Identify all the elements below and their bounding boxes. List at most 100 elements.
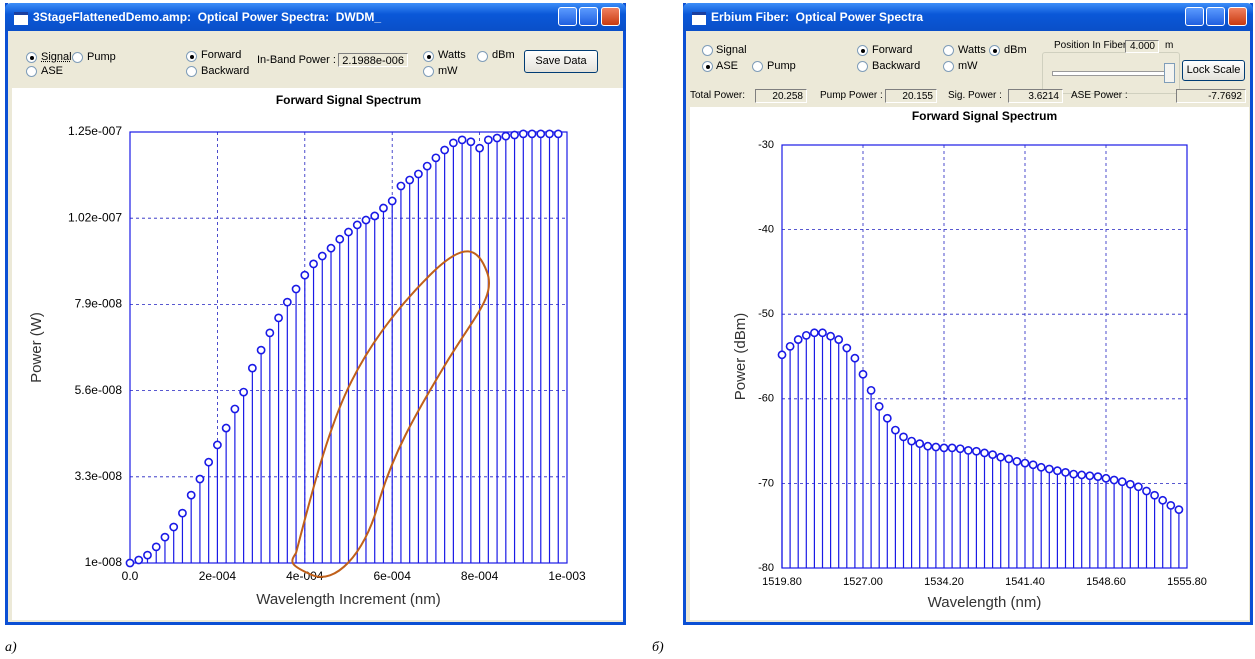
radio-label[interactable]: ASE	[41, 65, 64, 77]
radio[interactable]	[702, 61, 713, 72]
stem-marker	[1044, 464, 1054, 474]
stem	[1134, 482, 1143, 568]
close[interactable]	[1228, 7, 1247, 26]
field-value: 4.000	[1125, 40, 1159, 53]
slider-thumb[interactable]	[1164, 63, 1175, 83]
stem	[352, 220, 362, 563]
minimize[interactable]	[558, 7, 577, 26]
stem	[545, 129, 554, 563]
stem	[955, 444, 965, 568]
stem-marker	[842, 343, 852, 353]
stem	[501, 131, 511, 563]
radio[interactable]	[752, 61, 763, 72]
stem	[891, 425, 900, 568]
radio-label[interactable]: ASE	[716, 60, 739, 72]
stem	[291, 284, 301, 563]
stem	[518, 129, 528, 563]
minimize[interactable]	[1185, 7, 1204, 26]
stem	[274, 313, 283, 563]
radio-label[interactable]: dBm	[492, 49, 515, 61]
stem-marker	[195, 474, 205, 484]
stem	[842, 343, 852, 568]
stem	[1044, 464, 1054, 568]
stem-marker	[939, 443, 949, 453]
radio[interactable]	[423, 66, 434, 77]
y-tick-label: -80	[758, 562, 774, 574]
stem-marker	[1125, 479, 1135, 489]
radio[interactable]	[702, 45, 713, 56]
stem-marker	[1004, 454, 1014, 464]
button[interactable]: Lock Scale	[1182, 60, 1245, 81]
radio-label[interactable]: mW	[438, 65, 458, 77]
y-tick-label: 5.6e-008	[75, 383, 123, 397]
chart-title: Forward Signal Spectrum	[912, 109, 1057, 123]
stem-marker	[955, 444, 965, 454]
stem	[309, 259, 318, 563]
stem	[143, 550, 152, 563]
y-tick-label: 7.9e-008	[75, 297, 123, 311]
radio-label[interactable]: Pump	[767, 60, 796, 72]
stem-marker	[1150, 490, 1159, 500]
stem-marker	[988, 450, 997, 460]
stem	[1085, 471, 1095, 568]
stem-marker	[361, 215, 371, 225]
radio[interactable]	[26, 52, 37, 63]
radio[interactable]	[423, 51, 434, 62]
stem-marker	[1028, 460, 1038, 470]
radio-label[interactable]: Signal	[41, 51, 72, 63]
stem	[1020, 458, 1030, 568]
stem	[466, 137, 476, 563]
radio[interactable]	[26, 66, 37, 77]
radio-label[interactable]: Watts	[958, 44, 986, 56]
radio-label[interactable]: Backward	[872, 60, 921, 72]
stem-marker	[1093, 472, 1103, 482]
radio[interactable]	[857, 45, 868, 56]
stem	[866, 385, 876, 568]
stem	[858, 369, 868, 568]
field-label: Position In Fiber:	[1054, 40, 1130, 51]
stem-marker	[834, 335, 844, 344]
button[interactable]: Save Data	[524, 50, 598, 73]
radio-label[interactable]: mW	[958, 60, 978, 72]
radio[interactable]	[989, 45, 1000, 56]
y-tick-label: 1.25e-007	[68, 124, 122, 138]
stem	[361, 215, 371, 563]
maximize[interactable]	[1206, 7, 1225, 26]
x-tick-label: 1534.20	[924, 576, 964, 588]
y-tick-label: -70	[758, 477, 774, 489]
stem-marker	[891, 425, 900, 435]
stem	[1109, 475, 1119, 568]
stem	[492, 133, 502, 563]
radio-label[interactable]: Watts	[438, 49, 466, 61]
radio-label[interactable]: Backward	[201, 65, 250, 77]
stem-marker	[1117, 477, 1127, 487]
radio[interactable]	[186, 66, 197, 77]
radio-label[interactable]: dBm	[1004, 44, 1027, 56]
stem	[1069, 469, 1078, 568]
stem-marker	[256, 345, 266, 355]
x-tick-label: 6e-004	[374, 569, 412, 583]
stem	[915, 439, 925, 568]
radio-label[interactable]: Forward	[872, 44, 913, 56]
stem	[850, 353, 860, 568]
stem	[475, 143, 484, 563]
radio-label[interactable]: Forward	[201, 49, 242, 61]
plot-area	[690, 107, 1249, 620]
radio-label[interactable]: Signal	[716, 44, 747, 56]
radio[interactable]	[943, 45, 954, 56]
field-label: In-Band Power :	[257, 54, 336, 66]
stem	[134, 555, 144, 565]
radio[interactable]	[72, 52, 83, 63]
radio-label[interactable]: Pump	[87, 51, 116, 63]
radio[interactable]	[857, 61, 868, 72]
radio[interactable]	[477, 51, 488, 62]
stem	[1093, 472, 1103, 568]
stem	[483, 135, 493, 563]
radio[interactable]	[943, 61, 954, 72]
stem-marker	[923, 441, 933, 451]
stem	[834, 335, 844, 568]
close[interactable]	[601, 7, 620, 26]
radio[interactable]	[186, 51, 197, 62]
maximize[interactable]	[579, 7, 598, 26]
